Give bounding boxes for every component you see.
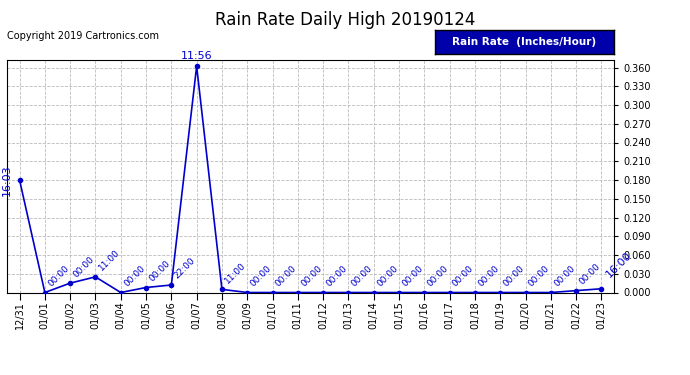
Text: 00:00: 00:00 [451, 264, 475, 288]
Text: 00:00: 00:00 [248, 264, 273, 288]
Text: 00:00: 00:00 [578, 262, 602, 286]
Text: 11:00: 11:00 [97, 248, 121, 273]
Text: 00:00: 00:00 [46, 264, 71, 288]
Text: Copyright 2019 Cartronics.com: Copyright 2019 Cartronics.com [7, 32, 159, 41]
Text: 11:56: 11:56 [181, 51, 213, 61]
Text: 22:00: 22:00 [172, 256, 197, 281]
Text: 00:00: 00:00 [426, 264, 451, 288]
Text: 00:00: 00:00 [400, 264, 425, 288]
Text: 00:00: 00:00 [148, 259, 172, 284]
Text: 00:00: 00:00 [375, 264, 400, 288]
Text: 00:00: 00:00 [527, 264, 551, 288]
Text: 00:00: 00:00 [350, 264, 375, 288]
Text: 00:00: 00:00 [324, 264, 349, 288]
Text: 00:00: 00:00 [552, 264, 577, 288]
Text: Rain Rate Daily High 20190124: Rain Rate Daily High 20190124 [215, 11, 475, 29]
Text: 00:00: 00:00 [299, 264, 324, 288]
Text: 00:00: 00:00 [72, 254, 96, 279]
Text: 00:00: 00:00 [502, 264, 526, 288]
Text: 00:00: 00:00 [274, 264, 299, 288]
Text: 00:00: 00:00 [476, 264, 501, 288]
Text: 11:00: 11:00 [224, 261, 248, 285]
Text: 16:00: 16:00 [604, 250, 633, 279]
Text: 00:00: 00:00 [122, 264, 147, 288]
Text: 16:03: 16:03 [2, 164, 12, 196]
Text: Rain Rate  (Inches/Hour): Rain Rate (Inches/Hour) [453, 37, 596, 47]
